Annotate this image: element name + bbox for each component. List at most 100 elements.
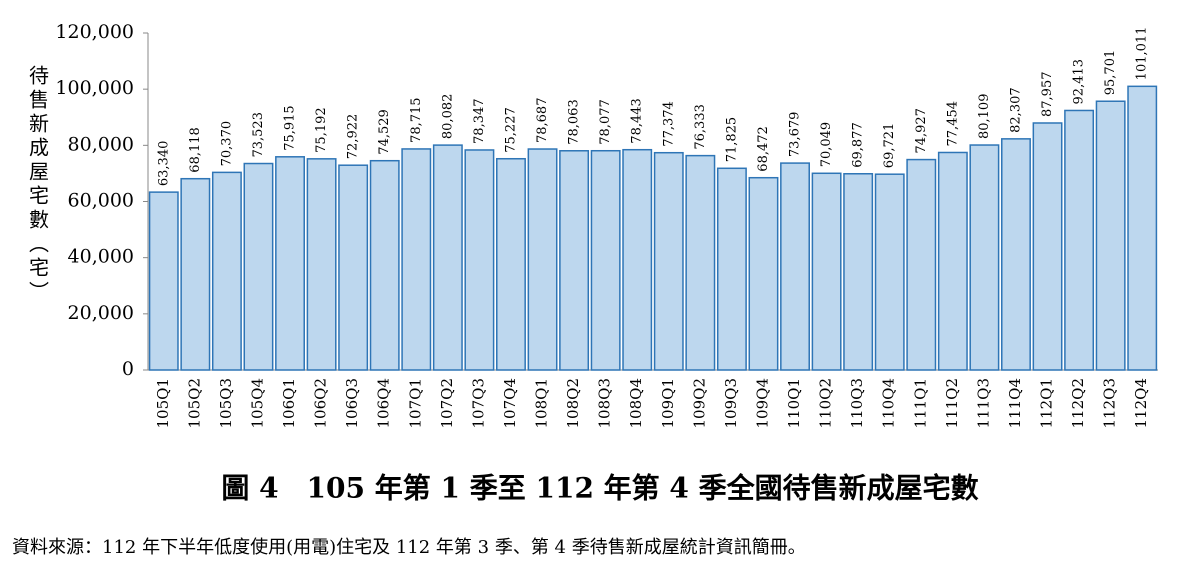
x-tick-label: 108Q1	[533, 378, 551, 428]
source-note: 資料來源：112 年下半年低度使用(用電)住宅及 112 年第 3 季、第 4 …	[12, 537, 806, 558]
bar	[1064, 109, 1095, 371]
x-tick-label: 111Q4	[1006, 378, 1024, 428]
x-tick-label: 105Q3	[217, 378, 235, 428]
bar	[969, 144, 1000, 371]
value-label: 78,443	[630, 98, 645, 144]
x-tick-label: 109Q4	[753, 378, 771, 428]
value-label: 69,721	[882, 123, 897, 169]
y-tick-label: 0	[122, 358, 134, 380]
value-label: 73,523	[251, 112, 266, 158]
bar	[527, 148, 558, 371]
y-tick-label: 60,000	[68, 190, 134, 212]
x-tick-label: 112Q4	[1132, 378, 1150, 428]
value-label: 73,679	[788, 112, 803, 158]
bar	[748, 176, 779, 371]
value-label: 70,049	[819, 122, 834, 168]
x-tick-label: 111Q3	[974, 378, 992, 428]
bar	[432, 144, 463, 371]
bar	[937, 151, 968, 371]
value-label: 80,082	[440, 94, 455, 140]
x-tick-label: 110Q4	[880, 378, 898, 428]
bar	[780, 162, 810, 371]
y-axis-title: 待售新成屋宅數（宅）	[26, 65, 50, 305]
value-label: 95,701	[1103, 50, 1118, 96]
value-label: 82,307	[1008, 87, 1023, 133]
value-label: 77,454	[945, 101, 960, 147]
bar	[1032, 122, 1063, 371]
x-tick-label: 109Q3	[722, 378, 740, 428]
value-label: 75,192	[314, 107, 329, 153]
value-label: 77,374	[661, 101, 676, 147]
bar	[464, 149, 495, 371]
bar	[874, 173, 905, 371]
bar	[559, 150, 590, 371]
value-label: 78,063	[567, 99, 582, 145]
bar	[1095, 100, 1126, 371]
x-tick-label: 106Q2	[312, 378, 330, 428]
x-tick-label: 105Q2	[185, 378, 203, 428]
y-tick-label: 20,000	[68, 302, 134, 324]
x-tick-label: 107Q4	[501, 378, 519, 428]
value-label: 78,715	[409, 97, 424, 143]
x-tick-label: 110Q2	[817, 378, 835, 428]
value-label: 75,915	[283, 105, 298, 151]
chart-title: 圖 4 105 年第 1 季至 112 年第 4 季全國待售新成屋宅數	[221, 472, 978, 505]
x-tick-label: 108Q4	[627, 378, 645, 428]
x-tick-label: 110Q3	[848, 378, 866, 428]
bar	[1127, 85, 1158, 371]
x-tick-label: 109Q1	[659, 378, 677, 428]
x-tick-label: 107Q3	[469, 378, 487, 428]
value-label: 75,227	[503, 107, 518, 153]
y-tick-label: 80,000	[68, 133, 134, 155]
value-label: 101,011	[1135, 27, 1150, 81]
bar	[906, 158, 937, 371]
x-tick-label: 112Q3	[1101, 378, 1119, 428]
x-tick-label: 109Q2	[690, 378, 708, 428]
bar	[338, 164, 369, 371]
x-tick-label: 111Q1	[911, 378, 929, 428]
x-tick-label: 105Q1	[154, 378, 172, 428]
value-label: 74,927	[914, 108, 929, 154]
x-tick-label: 106Q1	[280, 378, 298, 428]
value-label: 68,118	[188, 127, 203, 173]
bar	[622, 148, 653, 371]
bar	[811, 172, 842, 371]
value-label: 68,472	[756, 126, 771, 172]
value-label: 76,333	[693, 104, 708, 150]
bar	[401, 148, 432, 371]
value-label: 74,529	[377, 109, 392, 155]
bar	[211, 171, 242, 371]
bar	[180, 177, 211, 371]
bar	[243, 162, 274, 371]
bar	[306, 158, 337, 371]
x-tick-label: 111Q2	[943, 378, 961, 428]
x-tick-label: 106Q3	[343, 378, 361, 428]
x-tick-label: 110Q1	[785, 378, 803, 428]
value-label: 87,957	[1040, 71, 1055, 117]
value-label: 78,347	[472, 98, 487, 144]
x-tick-label: 105Q4	[248, 378, 266, 428]
x-tick-label: 108Q2	[564, 378, 582, 428]
x-tick-label: 108Q3	[596, 378, 614, 428]
bar	[685, 154, 716, 371]
value-label: 70,370	[219, 121, 234, 167]
y-tick-label: 120,000	[55, 21, 134, 43]
value-label: 92,413	[1072, 59, 1087, 105]
bar	[496, 157, 526, 371]
value-label: 63,340	[156, 141, 171, 187]
y-tick-label: 100,000	[55, 77, 134, 99]
value-label: 78,687	[535, 98, 550, 144]
x-tick-label: 107Q1	[406, 378, 424, 428]
bar	[653, 151, 684, 371]
value-label: 72,922	[346, 114, 361, 160]
bar	[1001, 138, 1031, 371]
bar	[716, 167, 747, 371]
y-tick-label: 40,000	[68, 246, 134, 268]
x-tick-label: 107Q2	[438, 378, 456, 428]
bar	[369, 159, 400, 371]
bar	[148, 191, 179, 371]
value-label: 78,077	[598, 99, 613, 145]
bar	[275, 156, 305, 371]
x-tick-label: 112Q2	[1069, 378, 1087, 428]
